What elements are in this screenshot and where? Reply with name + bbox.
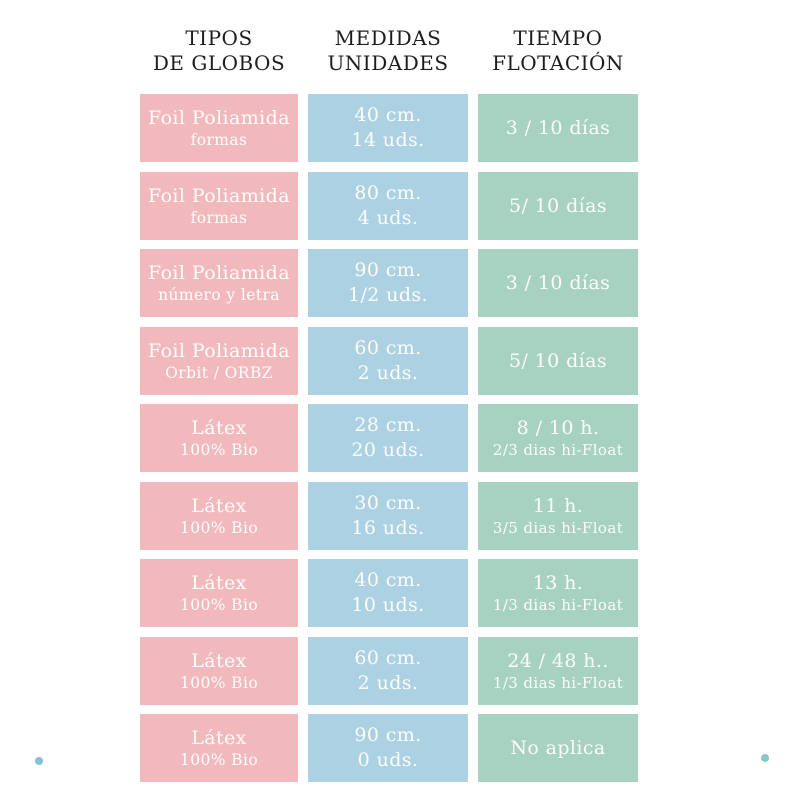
cell-size-units: 40 cm. 10 uds. [308, 559, 468, 627]
table-row: Foil Poliamida formas 40 cm. 14 uds. 3 /… [140, 94, 638, 162]
cell-size-units: 80 cm. 4 uds. [308, 171, 468, 240]
units-value: 14 uds. [351, 129, 425, 151]
column-header-medidas: MEDIDAS UNIDADES [308, 26, 468, 76]
cell-balloon-type: Látex 100% Bio [140, 404, 298, 472]
column-header-tipos: TIPOS DE GLOBOS [140, 26, 298, 76]
cell-balloon-type: Foil Poliamida formas [140, 171, 298, 240]
balloon-type-name: Foil Poliamida [148, 339, 290, 362]
float-time-value: 3 / 10 días [505, 272, 611, 294]
size-value: 40 cm. [354, 569, 422, 591]
balloon-type-name: Látex [191, 417, 247, 439]
units-value: 2 uds. [357, 671, 419, 694]
balloon-type-name: Látex [191, 572, 247, 594]
float-time-note: 2/3 dias hi-Float [492, 441, 624, 459]
header-line: TIEMPO [513, 26, 603, 50]
cell-balloon-type: Foil Poliamida número y letra [140, 249, 298, 317]
float-time-value: 5/ 10 días [508, 349, 608, 372]
cell-balloon-type: Foil Poliamida Orbit / ORBZ [140, 326, 298, 395]
table-row: Látex 100% Bio 90 cm. 0 uds. No aplica [140, 714, 638, 782]
cell-balloon-type: Látex 100% Bio [140, 714, 298, 782]
decorative-dot-left [35, 757, 43, 765]
balloon-type-name: Látex [191, 727, 247, 749]
header-line: UNIDADES [327, 51, 449, 75]
size-value: 80 cm. [354, 181, 422, 204]
balloon-type-variant: 100% Bio [179, 596, 259, 614]
table-row: Foil Poliamida Orbit / ORBZ 60 cm. 2 uds… [140, 326, 638, 395]
balloon-type-variant: Orbit / ORBZ [165, 363, 273, 382]
cell-float-time: 8 / 10 h. 2/3 dias hi-Float [478, 404, 638, 472]
balloon-type-variant: 100% Bio [179, 441, 259, 459]
float-time-note: 1/3 dias hi-Float [492, 596, 624, 614]
float-time-value: 8 / 10 h. [516, 417, 600, 439]
cell-size-units: 60 cm. 2 uds. [308, 326, 468, 395]
size-value: 28 cm. [354, 414, 422, 436]
units-value: 16 uds. [351, 516, 425, 539]
balloon-type-name: Látex [191, 649, 247, 672]
cell-balloon-type: Látex 100% Bio [140, 636, 298, 705]
units-value: 20 uds. [351, 439, 425, 461]
size-value: 60 cm. [354, 646, 422, 669]
size-value: 90 cm. [354, 259, 422, 281]
float-time-value: 13 h. [532, 572, 584, 594]
float-time-note: 1/3 dias hi-Float [492, 673, 624, 692]
table-row: Látex 100% Bio 28 cm. 20 uds. 8 / 10 h. … [140, 404, 638, 472]
cell-float-time: No aplica [478, 714, 638, 782]
cell-size-units: 28 cm. 20 uds. [308, 404, 468, 472]
header-line: DE GLOBOS [152, 51, 286, 75]
balloon-type-name: Foil Poliamida [148, 262, 290, 284]
cell-size-units: 30 cm. 16 uds. [308, 481, 468, 550]
size-value: 90 cm. [354, 724, 422, 746]
balloon-type-name: Foil Poliamida [148, 107, 290, 129]
balloon-type-name: Foil Poliamida [148, 184, 290, 207]
cell-size-units: 60 cm. 2 uds. [308, 636, 468, 705]
header-line: FLOTACIÓN [492, 51, 624, 75]
table-row: Látex 100% Bio 40 cm. 10 uds. 13 h. 1/3 … [140, 559, 638, 627]
float-time-value: 5/ 10 días [508, 194, 608, 217]
float-time-value: No aplica [510, 737, 606, 759]
size-value: 40 cm. [354, 104, 422, 126]
balloon-type-variant: 100% Bio [179, 518, 259, 537]
table-grid: Foil Poliamida formas 40 cm. 14 uds. 3 /… [140, 94, 638, 782]
cell-float-time: 5/ 10 días [478, 326, 638, 395]
cell-float-time: 24 / 48 h.. 1/3 dias hi-Float [478, 636, 638, 705]
balloon-type-variant: 100% Bio [179, 751, 259, 769]
balloon-type-name: Látex [191, 494, 247, 517]
float-time-value: 24 / 48 h.. [507, 649, 609, 672]
table-row: Látex 100% Bio 30 cm. 16 uds. 11 h. 3/5 … [140, 481, 638, 550]
balloon-type-variant: 100% Bio [179, 673, 259, 692]
float-time-note: 3/5 dias hi-Float [492, 518, 624, 537]
cell-float-time: 11 h. 3/5 dias hi-Float [478, 481, 638, 550]
units-value: 4 uds. [357, 206, 419, 229]
header-line: MEDIDAS [334, 26, 442, 50]
units-value: 10 uds. [351, 594, 425, 616]
cell-balloon-type: Látex 100% Bio [140, 481, 298, 550]
size-value: 60 cm. [354, 336, 422, 359]
balloon-type-variant: número y letra [158, 286, 280, 304]
cell-balloon-type: Foil Poliamida formas [140, 94, 298, 162]
balloon-type-variant: formas [190, 208, 248, 227]
decorative-dot-right [761, 754, 769, 762]
column-header-tiempo: TIEMPO FLOTACIÓN [478, 26, 638, 76]
cell-balloon-type: Látex 100% Bio [140, 559, 298, 627]
size-value: 30 cm. [354, 491, 422, 514]
header-line: TIPOS [185, 26, 253, 50]
units-value: 2 uds. [357, 361, 419, 384]
table-row: Foil Poliamida formas 80 cm. 4 uds. 5/ 1… [140, 171, 638, 240]
units-value: 1/2 uds. [347, 284, 428, 306]
cell-size-units: 40 cm. 14 uds. [308, 94, 468, 162]
cell-float-time: 13 h. 1/3 dias hi-Float [478, 559, 638, 627]
table-row: Látex 100% Bio 60 cm. 2 uds. 24 / 48 h..… [140, 636, 638, 705]
cell-size-units: 90 cm. 1/2 uds. [308, 249, 468, 317]
cell-float-time: 3 / 10 días [478, 249, 638, 317]
table-row: Foil Poliamida número y letra 90 cm. 1/2… [140, 249, 638, 317]
units-value: 0 uds. [357, 749, 419, 771]
cell-float-time: 3 / 10 días [478, 94, 638, 162]
float-time-value: 11 h. [532, 494, 584, 517]
float-time-value: 3 / 10 días [505, 117, 611, 139]
cell-size-units: 90 cm. 0 uds. [308, 714, 468, 782]
balloon-type-variant: formas [190, 131, 248, 149]
cell-float-time: 5/ 10 días [478, 171, 638, 240]
